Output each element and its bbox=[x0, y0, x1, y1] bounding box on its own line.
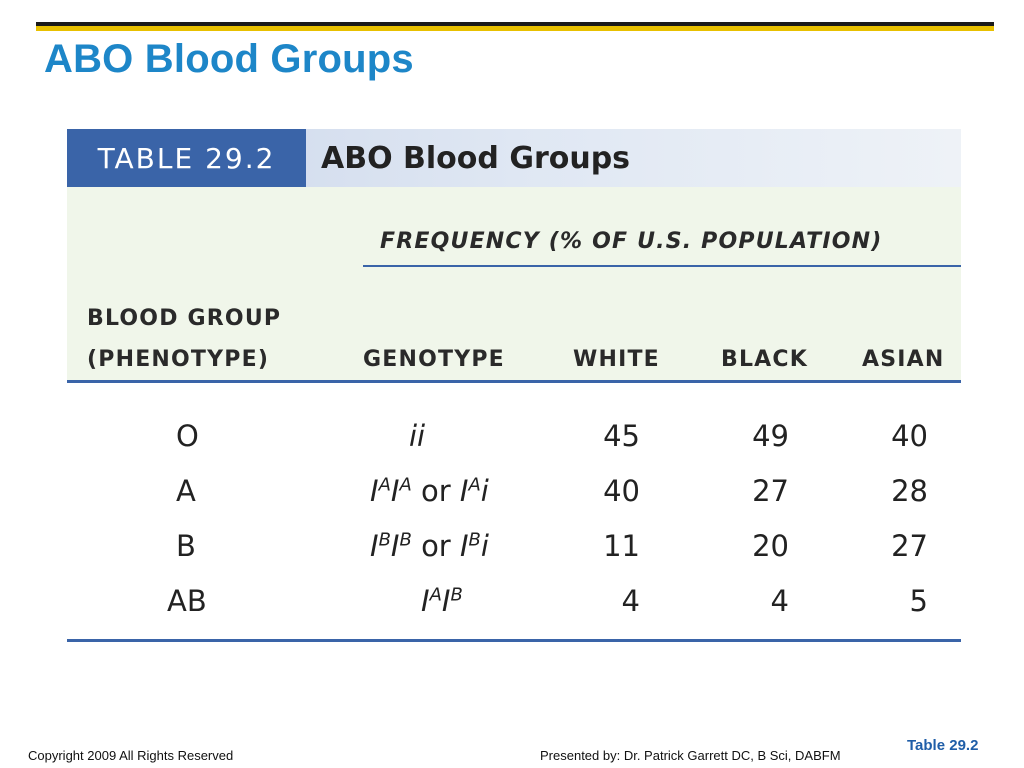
black-header: BLACK bbox=[721, 347, 809, 372]
footer-table-reference: Table 29.2 bbox=[907, 737, 979, 754]
asian-header: ASIAN bbox=[862, 347, 945, 372]
genotype-cell: IAIB bbox=[421, 584, 463, 618]
asian-cell: 5 bbox=[909, 584, 928, 618]
phenotype-cell: O bbox=[176, 419, 199, 453]
white-cell: 11 bbox=[603, 529, 640, 563]
table-column-header-area bbox=[67, 187, 961, 382]
table-bottom-rule bbox=[67, 639, 961, 642]
footer-copyright: Copyright 2009 All Rights Reserved bbox=[28, 748, 234, 763]
blood-group-header-line2: (PHENOTYPE) bbox=[87, 347, 270, 372]
phenotype-cell: A bbox=[176, 474, 196, 508]
white-header: WHITE bbox=[573, 347, 660, 372]
genotype-cell: IBIB or IBi bbox=[370, 529, 489, 563]
table-caption: ABO Blood Groups bbox=[321, 140, 631, 176]
table-number: TABLE 29.2 bbox=[67, 129, 306, 187]
genotype-cell: IAIA or IAi bbox=[370, 474, 489, 508]
white-cell: 45 bbox=[603, 419, 640, 453]
phenotype-cell: B bbox=[176, 529, 196, 563]
header-rule bbox=[67, 380, 961, 383]
asian-cell: 28 bbox=[891, 474, 928, 508]
genotype-header: GENOTYPE bbox=[363, 347, 505, 372]
phenotype-cell: AB bbox=[167, 584, 207, 618]
genotype-cell: ii bbox=[409, 419, 426, 453]
asian-cell: 40 bbox=[891, 419, 928, 453]
white-cell: 4 bbox=[621, 584, 640, 618]
white-cell: 40 bbox=[603, 474, 640, 508]
top-rule bbox=[36, 22, 994, 26]
blood-group-table: TABLE 29.2 ABO Blood Groups FREQUENCY (%… bbox=[67, 129, 961, 645]
blood-group-header-line1: BLOOD GROUP bbox=[87, 306, 282, 331]
top-accent-rule bbox=[36, 26, 994, 31]
frequency-header-rule bbox=[363, 265, 961, 267]
frequency-header: FREQUENCY (% OF U.S. POPULATION) bbox=[380, 229, 883, 254]
black-cell: 4 bbox=[770, 584, 789, 618]
footer-presenter: Presented by: Dr. Patrick Garrett DC, B … bbox=[540, 748, 841, 763]
black-cell: 27 bbox=[752, 474, 789, 508]
black-cell: 49 bbox=[752, 419, 789, 453]
asian-cell: 27 bbox=[891, 529, 928, 563]
slide-title: ABO Blood Groups bbox=[44, 37, 414, 81]
black-cell: 20 bbox=[752, 529, 789, 563]
